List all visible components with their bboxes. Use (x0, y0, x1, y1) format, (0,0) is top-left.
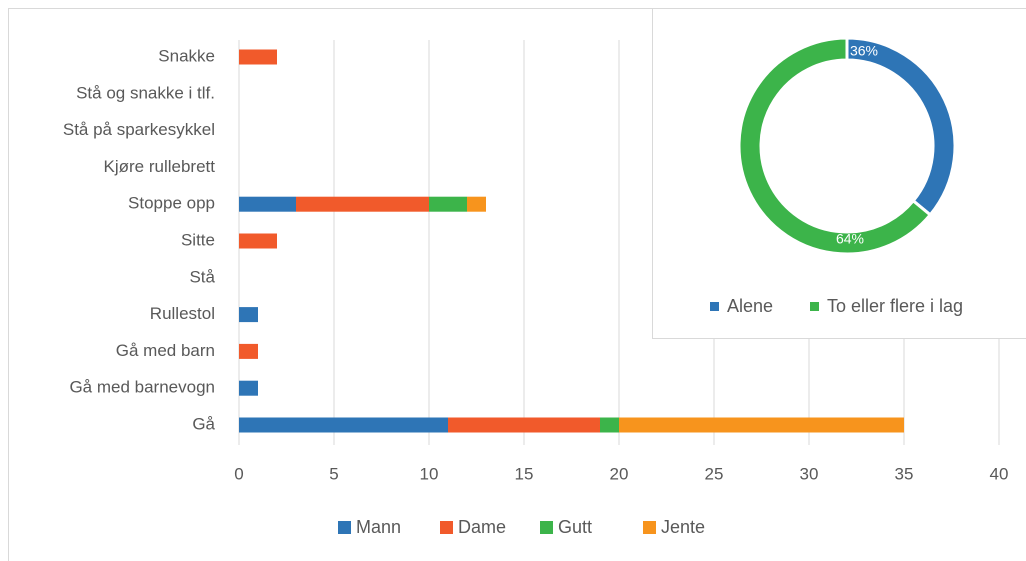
legend-label: Mann (356, 517, 401, 537)
x-tick-label: 10 (420, 464, 439, 483)
legend-label: Alene (727, 296, 773, 316)
y-tick-label: Stå på sparkesykkel (63, 120, 215, 139)
legend-swatch (643, 521, 656, 534)
x-tick-label: 35 (895, 464, 914, 483)
x-tick-label: 25 (705, 464, 724, 483)
bar (296, 196, 429, 212)
inset-panel (652, 8, 1026, 339)
legend-swatch (440, 521, 453, 534)
bar (600, 417, 619, 433)
legend-swatch (710, 302, 719, 311)
bar (239, 417, 448, 433)
x-tick-label: 15 (515, 464, 534, 483)
bar (239, 196, 296, 212)
y-tick-label: Gå med barnevogn (69, 378, 215, 397)
x-tick-label: 20 (610, 464, 629, 483)
legend-label: To eller flere i lag (827, 296, 963, 316)
bar (239, 233, 277, 249)
y-tick-label: Gå med barn (116, 341, 215, 360)
legend-swatch (540, 521, 553, 534)
y-tick-label: Stoppe opp (128, 194, 215, 213)
data-label: 64% (836, 231, 864, 247)
x-tick-label: 5 (329, 464, 338, 483)
x-tick-label: 30 (800, 464, 819, 483)
y-tick-label: Gå (192, 414, 215, 433)
bar (429, 196, 467, 212)
data-label: 36% (850, 43, 878, 59)
y-tick-label: Rullestol (150, 304, 215, 323)
y-tick-label: Snakke (158, 46, 215, 65)
legend-label: Jente (661, 517, 705, 537)
bar (239, 343, 258, 359)
bar (619, 417, 904, 433)
legend-swatch (810, 302, 819, 311)
x-tick-label: 40 (990, 464, 1009, 483)
y-tick-label: Sitte (181, 230, 215, 249)
donut-slice (737, 36, 933, 256)
legend-swatch (338, 521, 351, 534)
y-tick-label: Stå (189, 267, 215, 286)
bar (448, 417, 600, 433)
legend-label: Gutt (558, 517, 592, 537)
y-tick-label: Stå og snakke i tlf. (76, 83, 215, 102)
y-tick-label: Kjøre rullebrett (104, 157, 216, 176)
bar (239, 49, 277, 65)
bar (467, 196, 486, 212)
bar (239, 307, 258, 323)
legend-label: Dame (458, 517, 506, 537)
bar (239, 380, 258, 396)
x-tick-label: 0 (234, 464, 243, 483)
